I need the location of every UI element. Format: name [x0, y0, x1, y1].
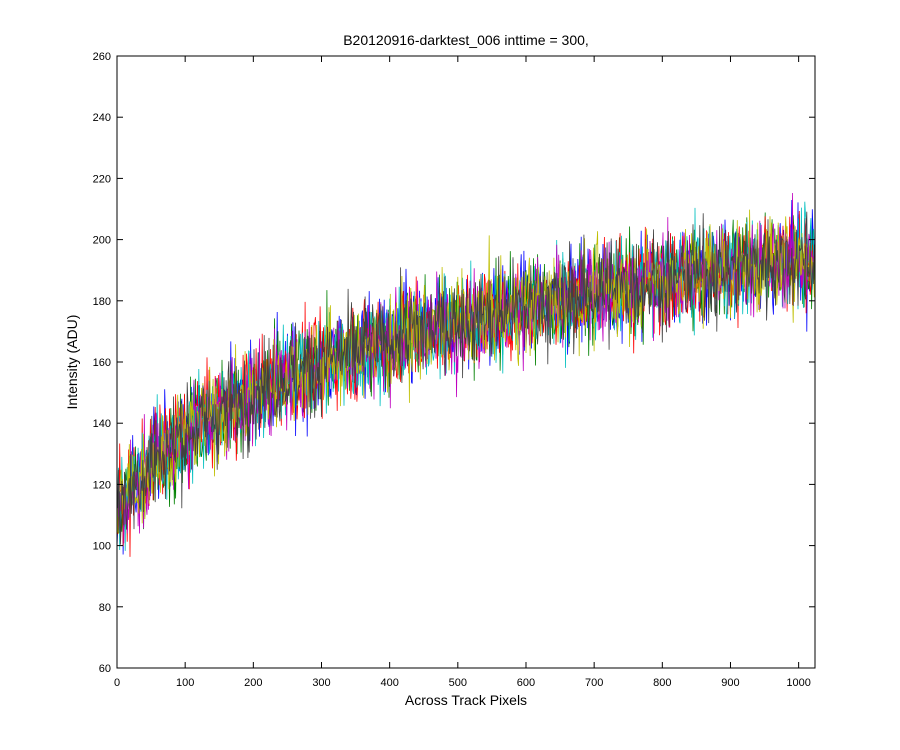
x-tick-label: 100: [176, 677, 194, 689]
y-tick-label: 120: [93, 479, 111, 491]
x-tick-label: 600: [517, 677, 535, 689]
y-tick-label: 100: [93, 541, 111, 553]
x-tick-label: 300: [312, 677, 330, 689]
x-tick-label: 500: [449, 677, 467, 689]
chart-title: B20120916-darktest_006 inttime = 300,: [343, 32, 589, 48]
y-tick-label: 140: [93, 418, 111, 430]
y-tick-label: 220: [93, 173, 111, 185]
y-tick-label: 200: [93, 235, 111, 247]
x-tick-label: 900: [721, 677, 739, 689]
y-tick-label: 260: [93, 51, 111, 63]
x-tick-label: 400: [380, 677, 398, 689]
x-tick-label: 200: [244, 677, 262, 689]
y-tick-label: 240: [93, 112, 111, 124]
series-layer: [116, 192, 816, 557]
x-tick-label: 700: [585, 677, 603, 689]
x-tick-label: 800: [653, 677, 671, 689]
x-axis-label: Across Track Pixels: [405, 692, 527, 708]
y-tick-label: 160: [93, 357, 111, 369]
ticks-layer: 0 100 200 300 400 500 600 700 800 900 1000 60 80 100 1…: [93, 51, 815, 689]
y-axis-label: Intensity (ADU): [64, 315, 80, 410]
x-tick-label: 1000: [786, 677, 810, 689]
x-tick-label: 0: [114, 677, 120, 689]
y-tick-label: 60: [99, 663, 111, 675]
series-line-7: [116, 211, 816, 545]
y-tick-label: 80: [99, 602, 111, 614]
y-tick-label: 180: [93, 296, 111, 308]
